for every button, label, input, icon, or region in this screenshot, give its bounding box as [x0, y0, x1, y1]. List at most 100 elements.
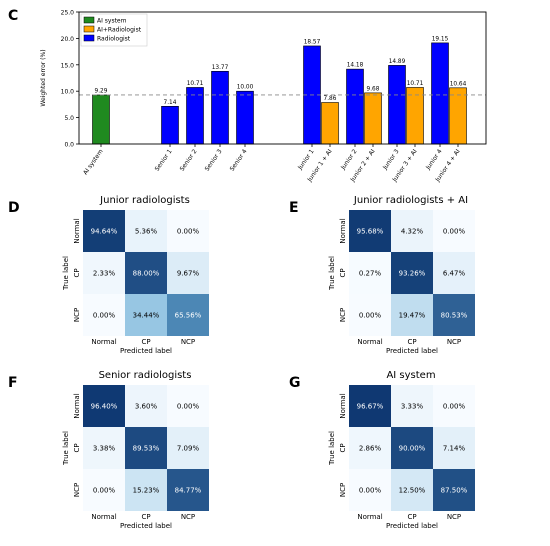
- predicted-class-label: Normal: [91, 513, 116, 521]
- matrix-cell-value: 6.47%: [443, 270, 466, 278]
- confusion-matrix-junior-radiologists: D Junior radiologists 94.64% 5.36% 0.00% 2.33…: [8, 195, 209, 355]
- matrix-cell-value: 0.00%: [359, 312, 382, 320]
- panel-letter: D: [8, 200, 20, 216]
- predicted-class-label: Normal: [91, 338, 116, 346]
- matrix-cell: [83, 294, 125, 336]
- matrix-cell-value: 0.00%: [443, 403, 466, 411]
- matrix-cell: [83, 469, 125, 511]
- predicted-class-label: NCP: [447, 513, 461, 521]
- panel-letter: F: [8, 375, 18, 391]
- true-class-label: CP: [339, 268, 347, 277]
- bar-value-label: 9.29: [95, 88, 108, 94]
- predicted-class-label: Normal: [357, 513, 382, 521]
- true-class-label: Normal: [73, 218, 81, 243]
- legend-swatch: [83, 25, 95, 33]
- predicted-class-label: Normal: [357, 338, 382, 346]
- legend-swatch: [83, 16, 95, 24]
- predicted-class-label: NCP: [447, 338, 461, 346]
- x-axis-label: Predicted label: [386, 347, 438, 355]
- matrix-cell: [125, 252, 167, 294]
- legend-swatch: [83, 34, 95, 42]
- matrix-cell: [349, 252, 391, 294]
- true-class-label: Normal: [339, 393, 347, 418]
- matrix-cell: [167, 252, 209, 294]
- matrix-cell-value: 89.53%: [133, 445, 160, 453]
- predicted-class-label: CP: [407, 513, 416, 521]
- bar-senior-3: [211, 70, 229, 145]
- matrix-cell: [349, 294, 391, 336]
- y-axis-label: True label: [62, 256, 70, 291]
- matrix-cell: [125, 469, 167, 511]
- x-tick-label: AI system: [82, 148, 105, 176]
- x-tick-label: Senior 2: [179, 148, 199, 173]
- bar-ai-system: [92, 94, 110, 145]
- matrix-cell-value: 3.38%: [93, 445, 116, 453]
- bar-value-label: 10.00: [237, 85, 254, 91]
- matrix-title: Junior radiologists: [99, 195, 190, 206]
- matrix-cell: [167, 427, 209, 469]
- matrix-cell: [391, 252, 433, 294]
- true-class-label: CP: [339, 443, 347, 452]
- matrix-cell-value: 95.68%: [357, 228, 384, 236]
- true-class-label: NCP: [73, 308, 81, 322]
- matrix-cell-value: 0.27%: [359, 270, 382, 278]
- matrix-cell-value: 7.14%: [443, 445, 466, 453]
- y-tick-label: 15.0: [61, 62, 75, 69]
- bar-value-label: 14.89: [389, 59, 406, 65]
- matrix-cell: [167, 294, 209, 336]
- weighted-error-bar-chart: 0.0 5.0 10.0 15.0 20.0 25.0 Weighted error (%)…: [40, 10, 487, 184]
- matrix-title: Senior radiologists: [99, 370, 192, 381]
- bar-value-label: 19.15: [432, 36, 449, 42]
- matrix-cell: [83, 252, 125, 294]
- bar-value-label: 10.71: [407, 81, 424, 87]
- y-tick-label: 0.0: [64, 142, 74, 149]
- bar-junior-1-ai: [321, 102, 339, 145]
- matrix-cell: [125, 385, 167, 427]
- matrix-cell: [433, 252, 475, 294]
- confusion-matrix-ai-system: G AI system 96.67% 3.33% 0.00% 2.86% 90.00% 7.1…: [289, 370, 475, 530]
- matrix-title: AI system: [386, 370, 435, 381]
- bar-junior-4-ai: [449, 87, 467, 145]
- matrix-cell-value: 94.64%: [91, 228, 118, 236]
- predicted-class-label: CP: [141, 513, 150, 521]
- matrix-cell-value: 34.44%: [133, 312, 160, 320]
- matrix-cell-value: 96.40%: [91, 403, 118, 411]
- panel-letter: G: [289, 375, 301, 391]
- matrix-cell: [391, 469, 433, 511]
- legend-entry: Radiologist: [97, 36, 131, 43]
- plot-frame: [78, 11, 487, 145]
- bar-senior-1: [161, 106, 179, 145]
- y-tick-label: 25.0: [61, 10, 75, 17]
- matrix-cell: [125, 210, 167, 252]
- matrix-cell-value: 2.86%: [359, 445, 382, 453]
- matrix-cell: [391, 294, 433, 336]
- matrix-cell-value: 84.77%: [175, 487, 202, 495]
- matrix-cell-value: 5.36%: [135, 228, 158, 236]
- matrix-cell-value: 0.00%: [93, 487, 116, 495]
- matrix-cell: [433, 427, 475, 469]
- x-tick-label: Senior 4: [229, 148, 249, 173]
- matrix-cell-value: 4.32%: [401, 228, 424, 236]
- y-tick-label: 10.0: [61, 89, 75, 96]
- matrix-cell-value: 9.67%: [177, 270, 200, 278]
- y-axis-label: True label: [328, 431, 336, 466]
- bar-junior-3-ai: [406, 87, 424, 145]
- matrix-cell: [349, 469, 391, 511]
- matrix-cell: [83, 427, 125, 469]
- bar-junior-4: [431, 42, 449, 145]
- y-tick-label: 20.0: [61, 36, 75, 43]
- matrix-cell-value: 3.33%: [401, 403, 424, 411]
- x-axis-label: Predicted label: [120, 347, 172, 355]
- matrix-cell-value: 96.67%: [357, 403, 384, 411]
- matrix-cell-value: 0.00%: [359, 487, 382, 495]
- matrix-cell: [349, 385, 391, 427]
- matrix-cell-value: 80.53%: [441, 312, 468, 320]
- true-class-label: CP: [73, 443, 81, 452]
- matrix-cell: [125, 294, 167, 336]
- bar-value-label: 13.77: [212, 65, 229, 71]
- x-tick-label: Senior 3: [204, 148, 224, 173]
- bar-junior-2: [346, 68, 364, 145]
- matrix-cell-value: 0.00%: [443, 228, 466, 236]
- bar-value-label: 14.18: [347, 63, 364, 69]
